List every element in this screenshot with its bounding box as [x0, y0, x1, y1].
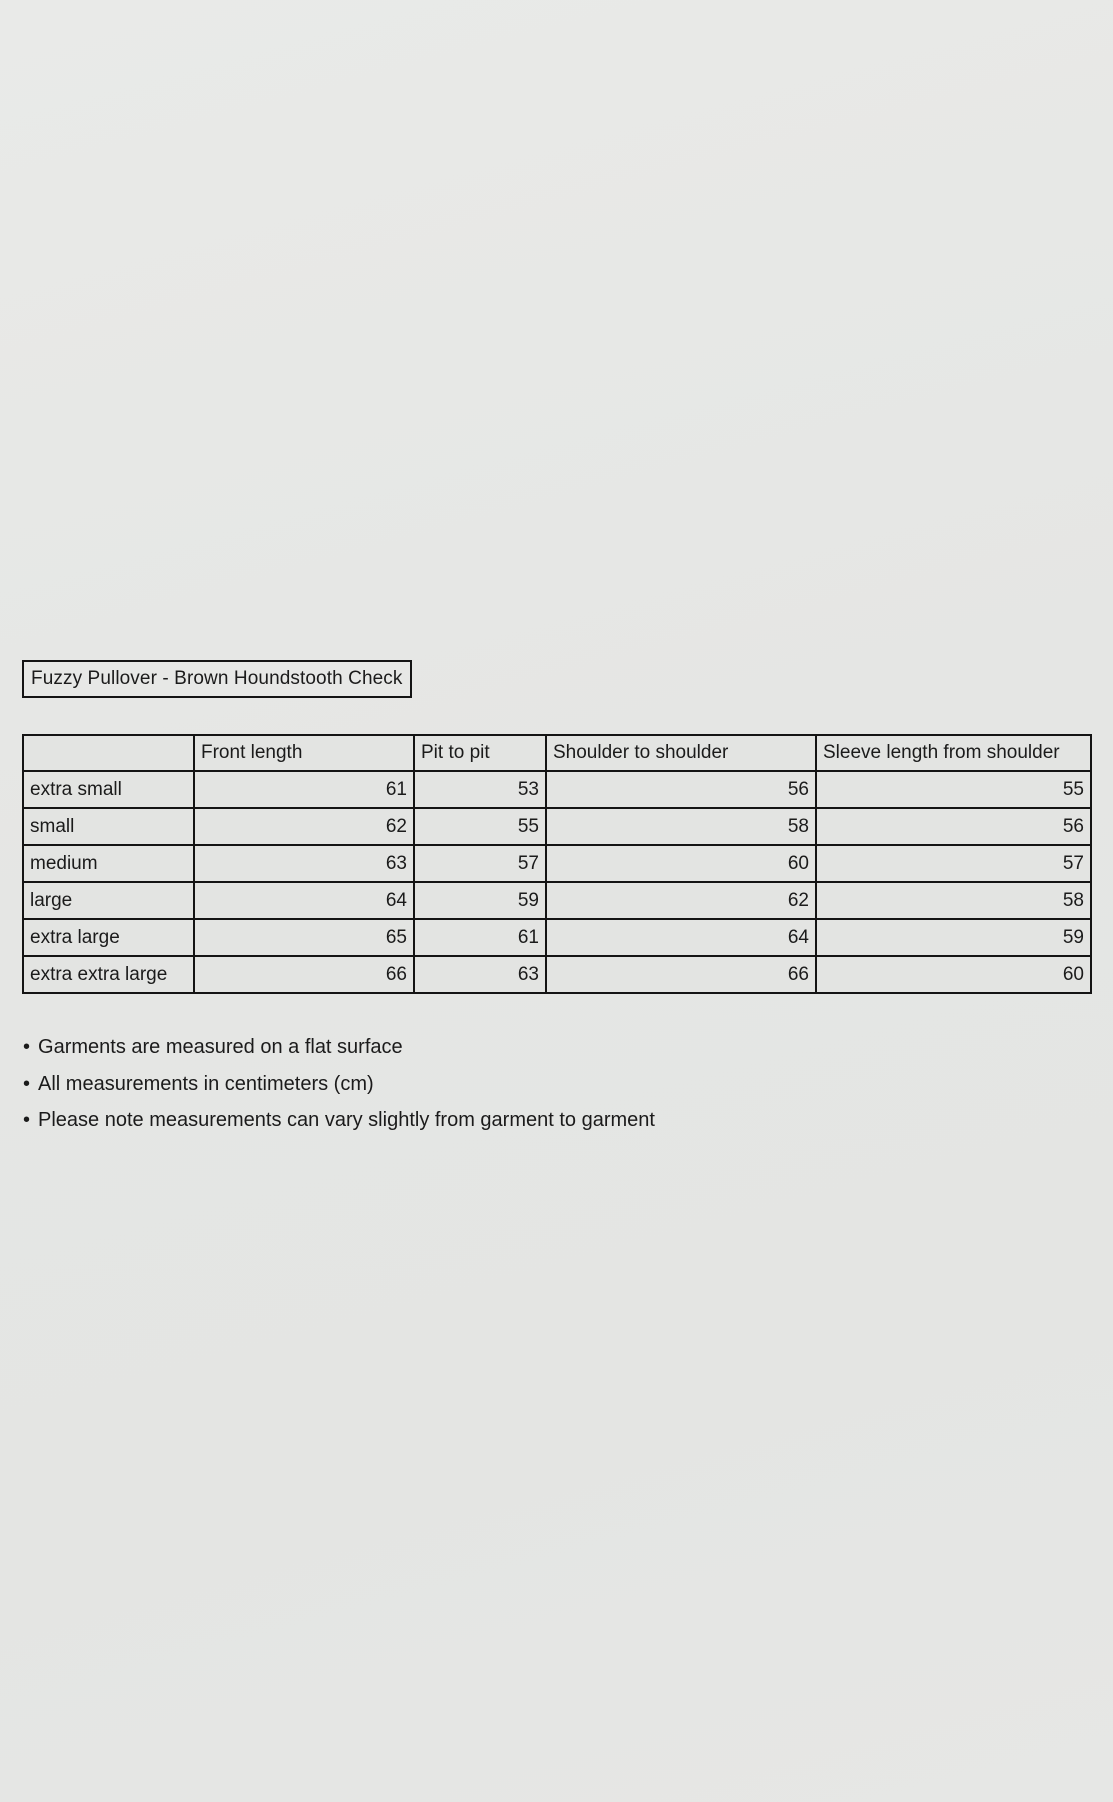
bullet-icon: • [23, 1072, 31, 1095]
size-row-label: extra large [22, 918, 195, 957]
value-cell: 58 [545, 807, 817, 846]
note-line: • Garments are measured on a flat surface [23, 1029, 655, 1066]
note-line: • Please note measurements can vary sligh… [23, 1102, 655, 1139]
value-cell: 64 [545, 918, 817, 957]
value-cell: 66 [545, 955, 817, 994]
header-cell-shoulder-to-shoulder: Shoulder to shoulder [545, 734, 817, 772]
value-cell: 65 [193, 918, 415, 957]
size-row-label: extra small [22, 770, 195, 809]
table-row: large 64 59 62 58 [22, 881, 1092, 920]
note-line: • All measurements in centimeters (cm) [23, 1066, 655, 1103]
table-row: extra small 61 53 56 55 [22, 770, 1092, 809]
table-row: small 62 55 58 56 [22, 807, 1092, 846]
value-cell: 61 [193, 770, 415, 809]
table-row: extra large 65 61 64 59 [22, 918, 1092, 957]
note-text: All measurements in centimeters (cm) [38, 1072, 374, 1095]
size-row-label: extra extra large [22, 955, 195, 994]
bullet-icon: • [23, 1109, 31, 1131]
value-cell: 56 [815, 807, 1092, 846]
value-cell: 56 [545, 770, 817, 809]
value-cell: 59 [815, 918, 1092, 957]
note-text: Please note measurements can vary slight… [38, 1109, 655, 1131]
value-cell: 60 [545, 844, 817, 883]
header-cell-sleeve-length: Sleeve length from shoulder [815, 734, 1092, 772]
value-cell: 57 [413, 844, 547, 883]
value-cell: 64 [193, 881, 415, 920]
header-row: Front length Pit to pit Shoulder to shou… [22, 734, 1092, 772]
value-cell: 58 [815, 881, 1092, 920]
bullet-icon: • [23, 1036, 31, 1058]
size-row-label: large [22, 881, 195, 920]
value-cell: 59 [413, 881, 547, 920]
value-cell: 55 [413, 807, 547, 846]
product-title: Fuzzy Pullover - Brown Houndstooth Check [31, 668, 403, 689]
value-cell: 60 [815, 955, 1092, 994]
size-row-label: medium [22, 844, 195, 883]
value-cell: 66 [193, 955, 415, 994]
value-cell: 62 [193, 807, 415, 846]
value-cell: 63 [193, 844, 415, 883]
value-cell: 55 [815, 770, 1092, 809]
table-row: extra extra large 66 63 66 60 [22, 955, 1092, 994]
size-chart-table: Front length Pit to pit Shoulder to shou… [22, 734, 1092, 994]
value-cell: 62 [545, 881, 817, 920]
product-title-box: Fuzzy Pullover - Brown Houndstooth Check [22, 660, 412, 698]
value-cell: 57 [815, 844, 1092, 883]
table-row: medium 63 57 60 57 [22, 844, 1092, 883]
header-cell-size [22, 734, 195, 772]
header-cell-pit-to-pit: Pit to pit [413, 734, 547, 772]
value-cell: 53 [413, 770, 547, 809]
value-cell: 61 [413, 918, 547, 957]
measurement-notes: • Garments are measured on a flat surface… [23, 1029, 655, 1139]
note-text: Garments are measured on a flat surface [38, 1036, 403, 1058]
value-cell: 63 [413, 955, 547, 994]
size-row-label: small [22, 807, 195, 846]
header-cell-front-length: Front length [193, 734, 415, 772]
